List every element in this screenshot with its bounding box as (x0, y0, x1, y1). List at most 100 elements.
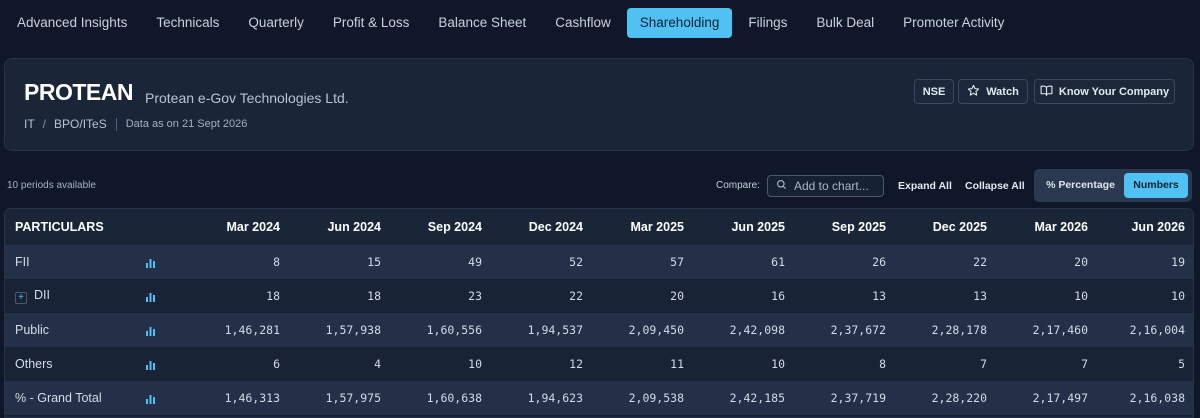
table-cell-value: 2,17,497 (997, 381, 1098, 415)
tab-quarterly[interactable]: Quarterly (248, 15, 304, 30)
tab-balance-sheet[interactable]: Balance Sheet (438, 15, 527, 30)
table-cell-value: 1,57,938 (290, 313, 391, 347)
book-icon (1040, 84, 1053, 100)
breadcrumb-industry[interactable]: BPO/ITeS (54, 117, 107, 131)
table-row: Others 6 4 10 12 11 10 8 7 7 5 (5, 347, 1193, 381)
table-cell-value: 13 (896, 279, 997, 313)
tab-bulk-deal[interactable]: Bulk Deal (816, 15, 875, 30)
tab-cashflow[interactable]: Cashflow (555, 15, 611, 30)
periods-available-text: 10 periods available (7, 180, 96, 191)
table-cell-value: 20 (593, 279, 694, 313)
breadcrumb-sector[interactable]: IT (24, 117, 35, 131)
table-cell-value: 57 (593, 245, 694, 279)
expand-all-button[interactable]: Expand All (898, 180, 952, 192)
column-header-period: Dec 2024 (492, 209, 593, 245)
table-row: % - Grand Total 1,46,313 1,57,975 1,60,638 1… (5, 381, 1193, 415)
row-label: Others (15, 357, 53, 371)
company-ticker: PROTEAN (24, 79, 133, 105)
bar-chart-icon[interactable] (145, 357, 156, 371)
bar-chart-icon[interactable] (145, 391, 156, 405)
table-cell-value: 2,28,178 (896, 313, 997, 347)
table-cell-value: 20 (997, 245, 1098, 279)
watch-label: Watch (986, 85, 1019, 98)
know-your-company-button[interactable]: Know Your Company (1034, 79, 1175, 104)
table-cell-value: 1,60,638 (391, 381, 492, 415)
table-cell-value: 2,09,450 (593, 313, 694, 347)
bar-chart-icon[interactable] (145, 255, 156, 269)
table-row: + DII 18 18 23 22 20 16 13 13 10 10 (5, 279, 1193, 313)
watch-button[interactable]: Watch (958, 79, 1028, 104)
table-cell-value: 2,42,185 (694, 381, 795, 415)
table-cell-value: 16 (694, 279, 795, 313)
table-cell-value: 8 (181, 245, 290, 279)
table-cell-value: 49 (391, 245, 492, 279)
row-chart-cell (145, 347, 181, 381)
tab-shareholding[interactable]: Shareholding (626, 8, 733, 38)
bar-chart-icon[interactable] (145, 323, 156, 337)
compare-placeholder: Add to chart... (794, 179, 869, 193)
table-cell-value: 23 (391, 279, 492, 313)
table-cell-value: 19 (1098, 245, 1193, 279)
numbers-toggle-button[interactable]: Numbers (1124, 173, 1188, 198)
row-label: FII (15, 255, 30, 269)
table-cell-value: 5 (1098, 347, 1193, 381)
column-header-period: Sep 2025 (795, 209, 896, 245)
table-cell-value: 2,09,538 (593, 381, 694, 415)
company-name: Protean e-Gov Technologies Ltd. (145, 90, 349, 106)
display-mode-toggle: % Percentage Numbers (1034, 169, 1192, 202)
table-cell-value: 1,46,281 (181, 313, 290, 347)
column-header-period: Mar 2025 (593, 209, 694, 245)
table-cell-value: 12 (492, 347, 593, 381)
table-cell-value: 2,42,098 (694, 313, 795, 347)
table-cell-value: 4 (290, 347, 391, 381)
tab-filings[interactable]: Filings (748, 15, 788, 30)
section-tabs: Advanced Insights Technicals Quarterly Prof… (0, 0, 1200, 46)
row-chart-cell (145, 381, 181, 415)
table-cell-value: 7 (997, 347, 1098, 381)
tab-technicals[interactable]: Technicals (156, 15, 220, 30)
column-header-period: Jun 2025 (694, 209, 795, 245)
row-label-cell: + DII (5, 279, 145, 313)
table-row: FII 8 15 49 52 57 61 26 22 20 19 (5, 245, 1193, 279)
tab-promoter-activity[interactable]: Promoter Activity (903, 15, 1005, 30)
table-cell-value: 10 (391, 347, 492, 381)
column-header-period: Mar 2026 (997, 209, 1098, 245)
compare-search-input[interactable]: Add to chart... (767, 175, 884, 197)
table-cell-value: 8 (795, 347, 896, 381)
table-cell-value: 22 (492, 279, 593, 313)
percentage-toggle-button[interactable]: % Percentage (1046, 179, 1115, 191)
table-cell-value: 11 (593, 347, 694, 381)
table-header-row: PARTICULARS Mar 2024 Jun 2024 Sep 2024 Dec … (5, 209, 1193, 245)
collapse-all-button[interactable]: Collapse All (965, 180, 1025, 192)
row-chart-cell (145, 245, 181, 279)
table-cell-value: 1,57,975 (290, 381, 391, 415)
table-cell-value: 7 (896, 347, 997, 381)
table-cell-value: 1,46,313 (181, 381, 290, 415)
exchange-button[interactable]: NSE (914, 79, 954, 104)
breadcrumb-divider (115, 117, 117, 131)
row-label-cell: % - Grand Total (5, 381, 145, 415)
star-icon (967, 84, 980, 100)
table-cell-value: 1,60,556 (391, 313, 492, 347)
column-header-period: Jun 2026 (1098, 209, 1193, 245)
data-as-of-text: Data as on 21 Sept 2026 (125, 118, 248, 130)
table-cell-value: 2,17,460 (997, 313, 1098, 347)
table-cell-value: 18 (181, 279, 290, 313)
table-cell-value: 18 (290, 279, 391, 313)
tab-profit-loss[interactable]: Profit & Loss (332, 15, 410, 30)
tab-advanced-insights[interactable]: Advanced Insights (17, 15, 128, 30)
table-cell-value: 2,16,004 (1098, 313, 1193, 347)
table-cell-value: 26 (795, 245, 896, 279)
column-header-particulars: PARTICULARS (5, 209, 181, 245)
table-cell-value: 10 (694, 347, 795, 381)
table-cell-value: 2,28,220 (896, 381, 997, 415)
table-row: Public 1,46,281 1,57,938 1,60,556 1,94,537 2,… (5, 313, 1193, 347)
plus-icon[interactable]: + (15, 292, 27, 304)
shareholding-table: PARTICULARS Mar 2024 Jun 2024 Sep 2024 Dec … (4, 208, 1194, 418)
company-header-card: PROTEAN Protean e-Gov Technologies Ltd. … (4, 58, 1194, 151)
bar-chart-icon[interactable] (145, 289, 156, 303)
row-label-cell: Others (5, 347, 145, 381)
table-cell-value: 1,94,623 (492, 381, 593, 415)
row-chart-cell (145, 279, 181, 313)
breadcrumb-separator: / (42, 117, 47, 131)
